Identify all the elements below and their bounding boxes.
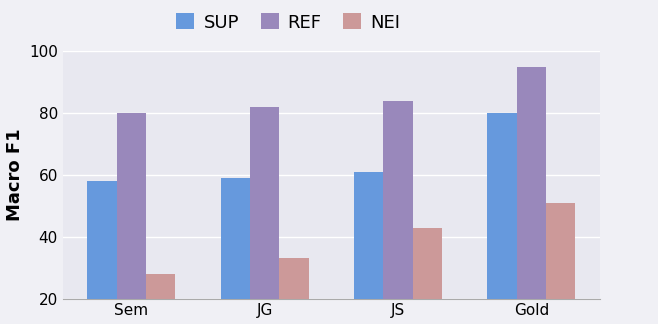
Bar xyxy=(250,107,279,299)
Legend: SUP, REF, NEI: SUP, REF, NEI xyxy=(169,6,408,39)
Bar xyxy=(517,67,546,299)
Bar xyxy=(88,181,116,299)
Bar xyxy=(279,259,309,299)
Bar xyxy=(384,101,413,299)
Bar xyxy=(146,274,175,299)
Bar xyxy=(546,203,575,299)
Bar xyxy=(354,172,384,299)
Bar xyxy=(220,178,250,299)
Bar xyxy=(488,113,517,299)
Y-axis label: Macro F1: Macro F1 xyxy=(5,129,24,221)
Bar xyxy=(413,227,442,299)
Bar xyxy=(116,113,146,299)
